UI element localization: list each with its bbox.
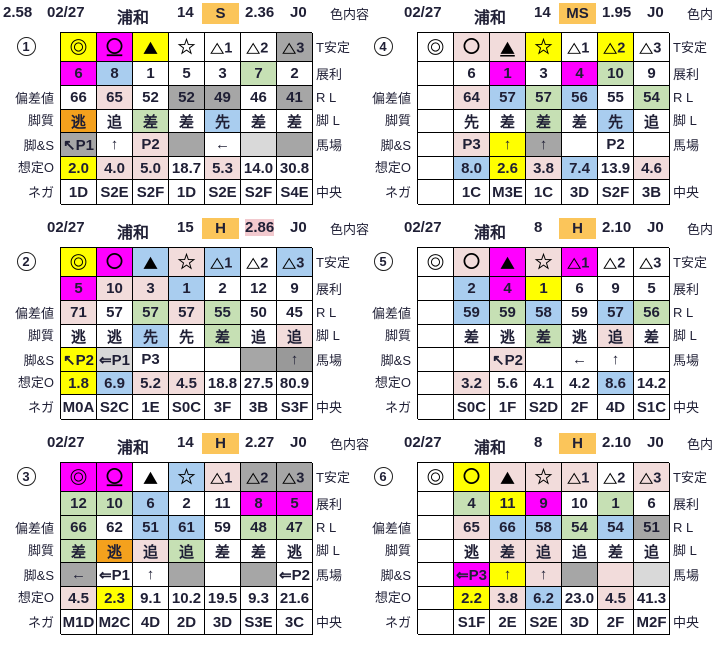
svg-text:3: 3 <box>296 470 304 486</box>
svg-text:1: 1 <box>581 255 589 271</box>
svg-text:2: 2 <box>617 255 625 271</box>
svg-text:1: 1 <box>581 40 589 56</box>
svg-text:3: 3 <box>296 255 304 271</box>
svg-text:3: 3 <box>296 40 304 56</box>
svg-text:3: 3 <box>653 40 661 56</box>
svg-text:1: 1 <box>224 40 232 56</box>
svg-text:2: 2 <box>260 255 268 271</box>
svg-text:1: 1 <box>581 470 589 486</box>
svg-text:2: 2 <box>260 470 268 486</box>
svg-text:1: 1 <box>224 255 232 271</box>
svg-text:1: 1 <box>224 470 232 486</box>
svg-text:2: 2 <box>260 40 268 56</box>
svg-text:3: 3 <box>653 255 661 271</box>
svg-text:2: 2 <box>617 470 625 486</box>
svg-text:3: 3 <box>653 470 661 486</box>
svg-text:2: 2 <box>617 40 625 56</box>
